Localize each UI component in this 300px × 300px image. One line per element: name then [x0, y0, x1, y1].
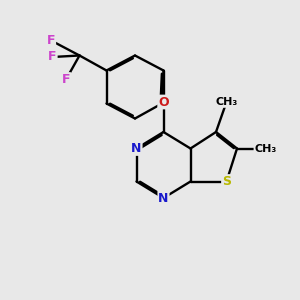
Text: CH₃: CH₃ — [254, 143, 277, 154]
Text: F: F — [48, 50, 57, 64]
Text: CH₃: CH₃ — [215, 97, 238, 107]
Text: O: O — [158, 95, 169, 109]
Text: F: F — [62, 73, 70, 86]
Text: N: N — [158, 191, 169, 205]
Text: F: F — [47, 34, 55, 47]
Text: N: N — [131, 142, 142, 155]
Text: S: S — [222, 175, 231, 188]
